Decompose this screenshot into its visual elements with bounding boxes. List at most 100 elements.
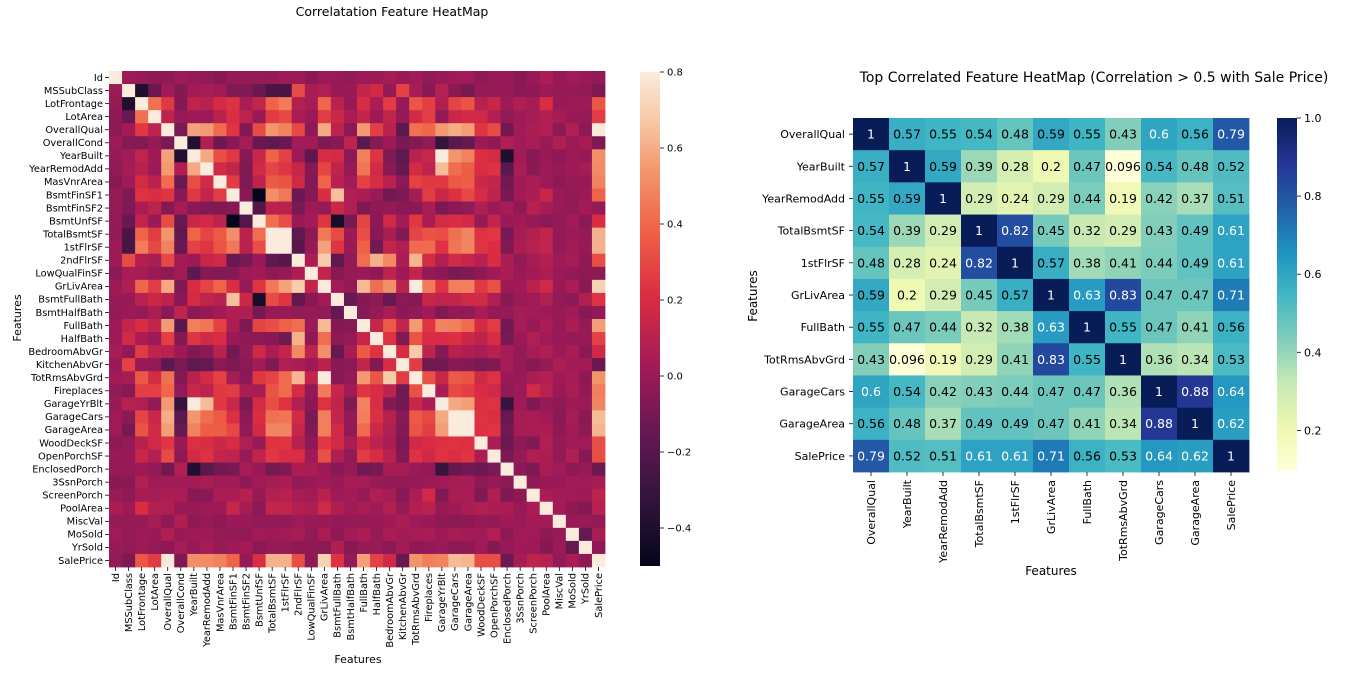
heatmap-cell: [422, 371, 436, 385]
heatmap-cell: [461, 149, 475, 163]
heatmap-cell: [853, 375, 890, 409]
heatmap-cell: [539, 266, 554, 281]
heatmap-cell: [370, 136, 384, 150]
heatmap-cell: [461, 279, 475, 294]
heatmap-cell: [226, 319, 240, 333]
heatmap-cell: [487, 449, 501, 463]
heatmap-cell: [383, 514, 397, 529]
heatmap-cell: [1141, 150, 1178, 183]
heatmap-cell: [252, 253, 267, 268]
heatmap-cell: [239, 201, 253, 215]
heatmap-cell: [997, 118, 1034, 151]
heatmap-cell: [565, 149, 580, 163]
heatmap-cell: [461, 462, 475, 477]
y-tick-label: ScreenPorch: [42, 491, 103, 502]
heatmap-cell: [591, 384, 606, 398]
heatmap-cell: [435, 214, 449, 229]
heatmap-cell: [435, 436, 449, 450]
heatmap-cell: [539, 97, 554, 111]
heatmap-cell: [435, 371, 449, 385]
heatmap-cell: [422, 345, 436, 359]
heatmap-cell: [148, 501, 162, 516]
heatmap-cell: [591, 501, 606, 516]
heatmap-cell: [448, 84, 462, 98]
heatmap-cell: [304, 436, 319, 450]
heatmap-cell: [409, 240, 423, 255]
heatmap-cell: [435, 358, 449, 372]
cell-annotation: 0.44: [929, 320, 957, 335]
heatmap-cell: [200, 423, 214, 437]
heatmap-cell: [200, 71, 214, 85]
heatmap-cell: [252, 149, 267, 163]
heatmap-cell: [396, 123, 410, 137]
heatmap-cell: [578, 136, 593, 150]
heatmap-cell: [109, 292, 123, 307]
heatmap-cell: [370, 345, 384, 359]
heatmap-cell: [174, 501, 188, 516]
heatmap-cell: [278, 384, 293, 398]
heatmap-cell: [435, 488, 449, 503]
cell-annotation: 0.57: [1001, 288, 1029, 303]
heatmap-cell: [474, 488, 488, 503]
heatmap-cell: [252, 410, 267, 424]
heatmap-cell: [552, 227, 567, 242]
heatmap-cell: [252, 345, 267, 359]
heatmap-cell: [552, 97, 567, 111]
cell-annotation: 0.48: [857, 255, 885, 270]
heatmap-cell: [226, 253, 240, 268]
heatmap-cell: [135, 449, 149, 463]
heatmap-cell: [265, 423, 280, 437]
cell-annotation: 0.82: [965, 255, 993, 270]
heatmap-cell: [161, 527, 175, 542]
cell-annotation: 0.49: [965, 416, 993, 431]
heatmap-cell: [317, 201, 332, 215]
heatmap-cell: [148, 449, 162, 463]
heatmap-cell: [330, 175, 345, 189]
colorbar-tick-label: 0.8: [667, 68, 683, 79]
heatmap-cell: [343, 253, 358, 268]
heatmap-cell: [291, 149, 306, 163]
y-tick-label: YearRemodAdd: [761, 192, 845, 205]
heatmap-cell: [1105, 375, 1142, 409]
heatmap-cell: [239, 397, 253, 411]
heatmap-cell: [422, 319, 436, 333]
cell-annotation: 0.45: [965, 288, 993, 303]
y-axis-label: Features: [11, 294, 24, 342]
heatmap-cell: [357, 527, 371, 542]
heatmap-cell: [304, 136, 319, 150]
heatmap-cell: [135, 292, 149, 307]
heatmap-cell: [174, 97, 188, 111]
heatmap-cell: [291, 279, 306, 294]
x-tick-label: KitchenAbvGr: [398, 572, 409, 640]
y-tick-label: TotalBsmtSF: [777, 225, 845, 238]
heatmap-cell: [487, 332, 501, 346]
heatmap-cell: [265, 436, 280, 450]
heatmap-cell: [383, 358, 397, 372]
heatmap-cell: [304, 514, 319, 529]
heatmap-cell: [174, 227, 188, 242]
heatmap-cell: [461, 162, 475, 176]
heatmap-cell: [200, 436, 214, 450]
heatmap-cell: [591, 449, 606, 463]
heatmap-cell: [252, 462, 267, 477]
heatmap-cell: [539, 175, 554, 189]
heatmap-cell: [226, 292, 240, 307]
heatmap-cell: [122, 253, 136, 268]
heatmap-cell: [291, 462, 306, 477]
heatmap-cell: [925, 246, 962, 280]
heatmap-cell: [435, 514, 449, 529]
heatmap-cell: [578, 292, 593, 307]
heatmap-cell: [161, 71, 175, 85]
heatmap-cell: [961, 311, 998, 344]
heatmap-cell: [161, 514, 175, 529]
heatmap-cell: [213, 514, 227, 529]
heatmap-cell: [317, 527, 332, 542]
heatmap-cell: [513, 227, 528, 242]
cell-annotation: 0.47: [893, 320, 921, 335]
heatmap-cell: [487, 110, 501, 124]
heatmap-cell: [1213, 150, 1250, 183]
heatmap-cell: [109, 345, 123, 359]
heatmap-cell: [578, 540, 593, 555]
heatmap-cell: [278, 201, 293, 215]
heatmap-cell: [500, 227, 515, 242]
